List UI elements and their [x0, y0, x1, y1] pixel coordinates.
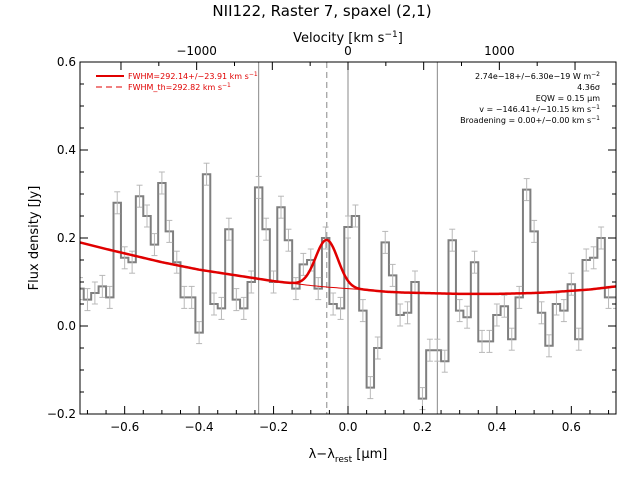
y-tick-label: 0.6: [57, 55, 76, 69]
y-tick-label: 0.4: [57, 143, 76, 157]
error-bar: [84, 288, 91, 312]
error-bar: [598, 226, 605, 250]
y-tick-label: −0.2: [47, 407, 76, 421]
error-bar: [426, 338, 433, 362]
error-bar: [531, 219, 538, 243]
error-bar: [233, 288, 240, 312]
error-bar: [575, 327, 582, 351]
error-bar: [196, 321, 203, 345]
x-tick-label: 0.6: [562, 420, 581, 434]
error-bar: [441, 349, 448, 373]
annotation-line-flux: 2.74e−18+/−6.30e−19 W m−2: [475, 71, 600, 81]
top-axis-label: Velocity [km s−1]: [293, 30, 403, 46]
error-bar: [330, 292, 337, 316]
error-bar: [456, 299, 463, 323]
error-bar: [158, 171, 165, 195]
error-bar: [166, 219, 173, 243]
error-bar: [516, 285, 523, 309]
error-bar: [181, 285, 188, 309]
annotation-velocity: v = −146.41+/−10.15 km s−1: [479, 104, 600, 114]
gaussian-fit-line: [80, 238, 616, 296]
x-tick-label: 0.0: [338, 420, 357, 434]
plot-contents: [80, 62, 616, 414]
error-bar: [434, 338, 441, 362]
error-bar: [292, 277, 299, 301]
error-bar: [263, 217, 270, 241]
error-bar: [173, 250, 180, 274]
error-bar: [211, 292, 217, 316]
error-bar: [225, 217, 232, 241]
error-bar: [501, 294, 508, 318]
error-bar: [538, 301, 545, 325]
error-bar: [121, 246, 128, 270]
annotation-broadening: Broadening = 0.00+/−0.00 km s−1: [460, 115, 600, 125]
axes: [79, 61, 617, 415]
legend-entry-fwhm-th: FWHM_th=292.82 km s−1: [128, 82, 231, 92]
error-bar: [315, 277, 322, 301]
error-bar: [404, 301, 411, 325]
chart-title: NII122, Raster 7, spaxel (2,1): [212, 2, 431, 20]
error-bar: [151, 233, 158, 257]
error-bar: [106, 285, 113, 309]
error-bar: [382, 230, 389, 254]
error-bar: [99, 274, 106, 298]
error-bar: [389, 263, 396, 287]
error-bar: [136, 184, 143, 208]
error-bar: [523, 178, 530, 202]
top-tick-label: 0: [344, 44, 352, 58]
error-bar: [188, 285, 195, 309]
x-tick-label: −0.2: [259, 420, 288, 434]
error-bar: [546, 334, 552, 358]
annotation-significance: 4.36σ: [577, 83, 600, 92]
error-bar: [337, 296, 344, 320]
error-bar: [493, 303, 500, 327]
error-bar: [508, 327, 515, 351]
x-tick-label: −0.4: [185, 420, 214, 434]
error-bar: [278, 195, 284, 219]
error-bar: [114, 191, 121, 215]
y-tick-label: 0.2: [57, 231, 76, 245]
error-bar: [590, 246, 597, 270]
error-bar: [345, 215, 351, 239]
annotation-eqw: EQW = 0.15 μm: [536, 94, 600, 103]
y-axis-label: Flux density [Jy]: [27, 186, 42, 291]
error-bar: [218, 296, 225, 320]
error-bar: [240, 296, 247, 320]
error-bar: [285, 228, 292, 252]
error-bar: [322, 226, 329, 250]
x-axis-label: λ−λrest [μm]: [309, 447, 388, 465]
x-tick-label: 0.2: [413, 420, 432, 434]
legend-entry-fwhm: FWHM=292.14+/−23.91 km s−1: [128, 71, 258, 81]
error-bar: [464, 305, 471, 329]
plot-area: [80, 62, 616, 414]
error-bar: [248, 270, 255, 294]
error-bar: [471, 250, 478, 274]
error-bar: [255, 175, 262, 199]
error-bar: [144, 204, 150, 228]
error-bar: [479, 329, 485, 353]
x-tick-label: −0.6: [110, 420, 139, 434]
error-bar: [80, 277, 83, 301]
error-bar: [352, 204, 359, 228]
error-bar: [91, 281, 98, 305]
error-bar: [583, 248, 590, 272]
x-tick-label: 0.4: [487, 420, 506, 434]
error-bar: [367, 376, 374, 400]
y-tick-label: 0.0: [57, 319, 76, 333]
axis-labels: −0.6 −0.4 −0.2 0.0 0.2 0.4 0.6 −0.2 0.0 0.2 0.4 0.6…: [47, 44, 581, 434]
legend: FWHM=292.14+/−23.91 km s−1 FWHM_th=292.8…: [96, 71, 258, 92]
error-bar: [359, 299, 366, 323]
error-bar: [374, 336, 381, 360]
error-bar: [486, 329, 493, 353]
top-tick-label: −1000: [176, 44, 217, 58]
error-bar: [449, 228, 456, 252]
error-bar: [203, 162, 210, 186]
top-tick-label: 1000: [484, 44, 515, 58]
error-bar: [560, 299, 567, 323]
error-bar: [397, 303, 404, 327]
error-bar: [300, 252, 307, 276]
fit-annotations: 2.74e−18+/−6.30e−19 W m−2 4.36σ EQW = 0.…: [460, 71, 600, 125]
